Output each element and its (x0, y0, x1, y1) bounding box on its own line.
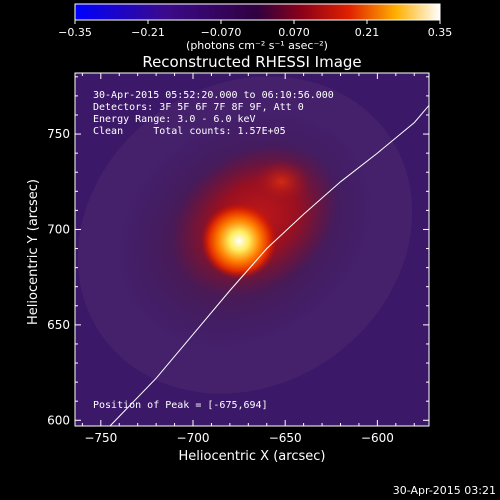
footer-timestamp: 30-Apr-2015 03:21 (393, 484, 496, 497)
colorbar-units-label: (photons cm⁻² s⁻¹ asec⁻²) (186, 39, 328, 52)
x-axis-label: Heliocentric X (arcsec) (179, 449, 326, 464)
annotation-detectors: Detectors: 3F 5F 6F 7F 8F 9F, Att 0 (93, 102, 304, 113)
colorbar (74, 3, 441, 21)
annotation-energy-range: Energy Range: 3.0 - 6.0 keV (93, 114, 256, 125)
plot-frame (74, 72, 430, 427)
peak-position-label: Position of Peak = [-675,694] (93, 400, 268, 411)
y-tick-label: 650 (47, 318, 70, 332)
annotation-time-range: 30-Apr-2015 05:52:20.000 to 06:10:56.000 (93, 90, 334, 101)
colorbar-ticks: −0.35 −0.21 −0.070 0.070 0.21 0.35 (58, 20, 452, 39)
x-tick-label: −750 (84, 431, 117, 445)
y-axis-label: Heliocentric Y (arcsec) (26, 179, 41, 325)
colorbar-tick-label: −0.35 (58, 26, 92, 39)
y-tick-label: 600 (47, 413, 70, 427)
colorbar-tick-label: 0.35 (428, 26, 453, 39)
x-axis-ticks: −750 −700 −650 −600 (81, 73, 415, 445)
colorbar-tick-label: 0.21 (355, 26, 380, 39)
colorbar-tick-label: −0.070 (201, 26, 242, 39)
secondary-source (253, 159, 310, 204)
x-tick-label: −700 (177, 431, 210, 445)
colorbar-tick-label: −0.21 (131, 26, 165, 39)
x-tick-label: −600 (361, 431, 394, 445)
annotation-clean-counts: Clean Total counts: 1.57E+05 (93, 126, 286, 137)
solar-limb-curve (109, 105, 429, 426)
x-tick-label: −650 (269, 431, 302, 445)
peak-source (201, 202, 278, 279)
y-tick-label: 750 (47, 127, 70, 141)
y-axis-ticks: 600 650 700 750 (47, 76, 429, 427)
chart-title: Reconstructed RHESSI Image (142, 53, 361, 71)
colorbar-tick-label: 0.070 (278, 26, 310, 39)
heatmap-image (75, 73, 429, 426)
y-tick-label: 700 (47, 222, 70, 236)
